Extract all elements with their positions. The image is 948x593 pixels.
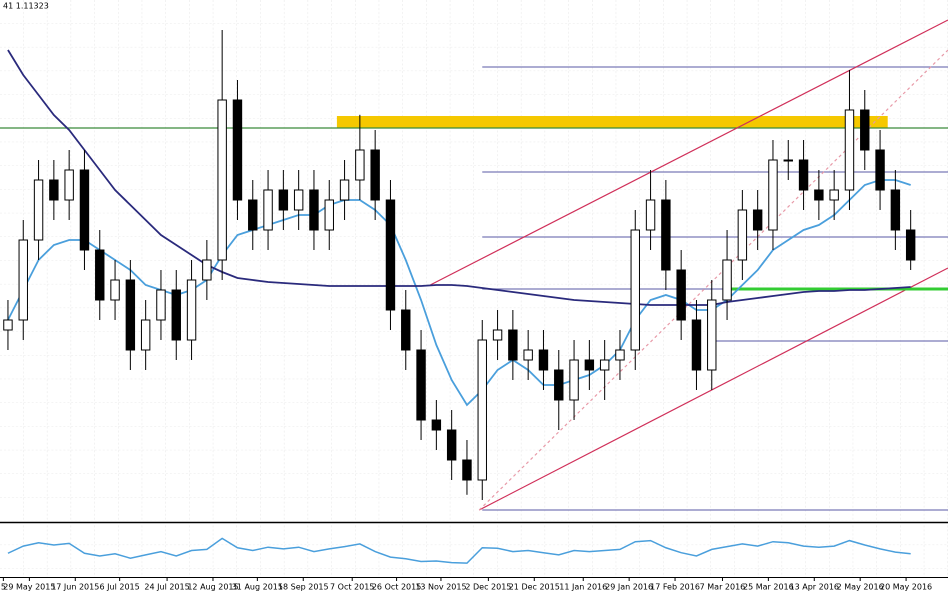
candle-body bbox=[554, 369, 564, 401]
candle-body bbox=[156, 289, 166, 321]
candle-body bbox=[462, 459, 472, 481]
candle-body bbox=[905, 229, 916, 261]
candle-body bbox=[401, 309, 411, 351]
candle-body bbox=[890, 189, 901, 231]
candle-body bbox=[217, 99, 227, 261]
candle-body bbox=[691, 319, 702, 371]
candle-body bbox=[49, 179, 59, 201]
x-tick-label: 29 Jan 2016 bbox=[605, 583, 653, 592]
overlays bbox=[0, 19, 948, 511]
candle-body bbox=[783, 159, 793, 162]
x-tick-label: 2 Dec 2015 bbox=[465, 583, 511, 592]
candle-body bbox=[431, 419, 442, 431]
candle-body bbox=[844, 109, 855, 191]
candle-body bbox=[707, 299, 717, 371]
candle-body bbox=[3, 319, 13, 331]
candle-body bbox=[95, 249, 105, 301]
candle-body bbox=[293, 189, 304, 211]
candle-body bbox=[125, 279, 136, 351]
header-text: 41 1.11323 bbox=[3, 2, 49, 11]
candle-body bbox=[569, 359, 579, 401]
moving-average bbox=[7, 49, 911, 306]
candle-body bbox=[64, 169, 74, 201]
candle-body bbox=[752, 209, 763, 231]
candle-body bbox=[309, 189, 319, 231]
candles bbox=[3, 30, 916, 500]
x-tick-label: 7 Mar 2016 bbox=[700, 583, 746, 592]
candle-body bbox=[18, 239, 28, 321]
x-tick-label: 24 Jul 2015 bbox=[144, 583, 189, 592]
candle-body bbox=[737, 209, 748, 261]
x-tick-label: 13 Apr 2016 bbox=[790, 583, 839, 592]
x-tick-label: 18 Sep 2015 bbox=[278, 583, 329, 592]
candle-body bbox=[798, 159, 809, 191]
candle-body bbox=[278, 189, 289, 211]
candle-body bbox=[370, 149, 380, 201]
candle-body bbox=[202, 259, 212, 281]
candle-body bbox=[232, 99, 243, 201]
candle-body bbox=[416, 349, 426, 421]
candle-body bbox=[661, 199, 671, 271]
x-tick-label: 29 May 2015 bbox=[3, 583, 55, 592]
candle-body bbox=[814, 189, 824, 201]
x-tick-label: 2 May 2016 bbox=[837, 583, 884, 592]
candle-body bbox=[860, 109, 870, 151]
candle-body bbox=[248, 199, 258, 231]
x-tick-label: 6 Jul 2015 bbox=[100, 583, 140, 592]
candle-body bbox=[829, 189, 839, 201]
candle-body bbox=[584, 359, 595, 371]
grid bbox=[0, 0, 948, 521]
candle-body bbox=[676, 269, 686, 321]
x-tick-label: 25 Mar 2016 bbox=[743, 583, 794, 592]
oscillator-line bbox=[7, 537, 911, 564]
moving-average bbox=[7, 179, 911, 407]
candle-body bbox=[508, 329, 518, 361]
resistance-zone bbox=[336, 116, 888, 128]
drawn-line bbox=[478, 49, 948, 511]
candle-body bbox=[355, 149, 365, 181]
grid bbox=[0, 525, 948, 577]
x-tick-label: 12 Aug 2015 bbox=[187, 583, 238, 592]
candle-body bbox=[722, 259, 732, 301]
candle-body bbox=[79, 169, 90, 251]
candle-body bbox=[492, 329, 503, 341]
x-tick-label: 5 bbox=[1, 583, 6, 592]
candle-body bbox=[538, 349, 549, 371]
x-tick-label: 17 Jun 2015 bbox=[51, 583, 99, 592]
candle-body bbox=[385, 199, 396, 311]
x-tick-label: 11 Jan 2016 bbox=[559, 583, 607, 592]
candle-body bbox=[875, 149, 885, 191]
oscillator bbox=[7, 537, 911, 564]
x-tick-label: 20 May 2016 bbox=[880, 583, 932, 592]
drawn-line bbox=[478, 267, 948, 511]
candle-body bbox=[33, 179, 44, 241]
x-tick-label: 17 Feb 2016 bbox=[650, 583, 700, 592]
candle-body bbox=[186, 279, 197, 341]
candle-body bbox=[645, 199, 656, 231]
candle-body bbox=[263, 189, 273, 231]
x-tick-label: 31 Aug 2015 bbox=[232, 583, 283, 592]
candle-body bbox=[599, 359, 610, 371]
x-tick-label: 26 Oct 2015 bbox=[372, 583, 421, 592]
candle-body bbox=[523, 349, 533, 361]
candle-body bbox=[171, 289, 181, 341]
candle-body bbox=[477, 339, 487, 481]
drawn-line bbox=[429, 19, 948, 286]
candle-body bbox=[630, 229, 640, 351]
candle-body bbox=[110, 279, 120, 301]
candle-body bbox=[446, 429, 457, 461]
candle-body bbox=[768, 159, 778, 231]
candle-body bbox=[324, 199, 334, 231]
x-tick-label: 7 Oct 2015 bbox=[330, 583, 374, 592]
x-tick-label: 21 Dec 2015 bbox=[509, 583, 560, 592]
moving-averages bbox=[7, 49, 911, 407]
candle-body bbox=[140, 319, 151, 351]
candle-body bbox=[615, 349, 625, 361]
x-tick-label: 13 Nov 2015 bbox=[415, 583, 466, 592]
candle-body bbox=[339, 179, 350, 201]
